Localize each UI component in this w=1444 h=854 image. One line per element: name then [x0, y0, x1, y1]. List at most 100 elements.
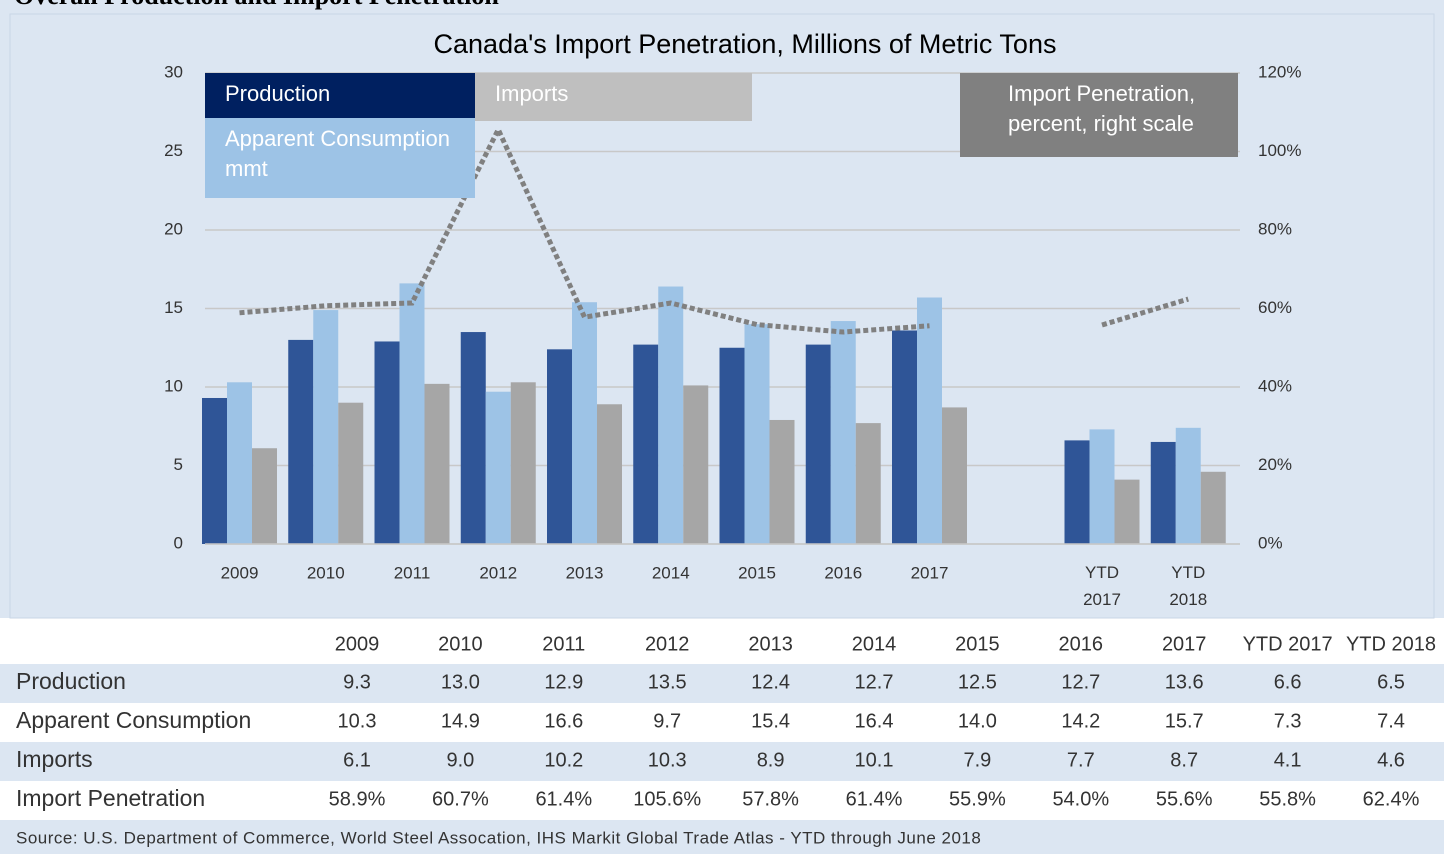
bar — [683, 385, 709, 544]
bar — [202, 397, 227, 544]
table-header: 2010 — [438, 633, 483, 655]
table-cell: 4.1 — [1274, 749, 1302, 771]
table-cell: 10.2 — [544, 749, 583, 771]
y2-tick-label: 40% — [1258, 376, 1292, 395]
bar — [1089, 429, 1115, 544]
table-cell: 6.6 — [1274, 671, 1302, 693]
table-header: 2016 — [1059, 633, 1104, 655]
table-cell: 105.6% — [633, 788, 701, 810]
bar — [1114, 479, 1140, 544]
source-note: Source: U.S. Department of Commerce, Wor… — [16, 828, 981, 847]
table-cell: 12.7 — [855, 671, 894, 693]
table-cell: 16.6 — [544, 710, 583, 732]
table-cell: 7.4 — [1377, 710, 1405, 732]
bar — [399, 283, 425, 544]
table-header: 2017 — [1162, 633, 1207, 655]
table-cell: 13.5 — [648, 671, 687, 693]
table-cell: 12.4 — [751, 671, 790, 693]
y-tick-label: 30 — [164, 62, 183, 81]
bar — [917, 297, 942, 544]
bar — [252, 448, 277, 544]
legend-entry: Imports — [475, 73, 752, 121]
table-header: 2009 — [335, 633, 380, 655]
table-cell: 13.6 — [1165, 671, 1204, 693]
x-tick-label: 2009 — [221, 563, 259, 582]
table-row-background — [0, 742, 1444, 781]
table-cell: 62.4% — [1363, 788, 1420, 810]
bar — [460, 332, 486, 544]
x-tick-label: 2016 — [824, 563, 862, 582]
y2-tick-label: 100% — [1258, 141, 1301, 160]
table-row-background — [0, 664, 1444, 703]
table-cell: 6.1 — [343, 749, 371, 771]
table-cell: 7.7 — [1067, 749, 1095, 771]
line — [239, 123, 1189, 335]
bar — [313, 310, 339, 544]
bar — [338, 402, 364, 544]
table-cell: 10.3 — [338, 710, 377, 732]
table-cell: 8.7 — [1170, 749, 1198, 771]
table-cell: 58.9% — [329, 788, 386, 810]
table-cell: 61.4% — [535, 788, 592, 810]
y2-tick-label: 0% — [1258, 533, 1283, 552]
table-cell: 12.9 — [544, 671, 583, 693]
x-tick-label: YTD 2017 — [1083, 563, 1121, 609]
bar — [892, 330, 917, 544]
bar — [744, 324, 770, 544]
table-cell: 54.0% — [1052, 788, 1109, 810]
y2-tick-label: 60% — [1258, 298, 1292, 317]
table-row-label: Import Penetration — [16, 785, 205, 811]
table-header: YTD 2018 — [1346, 633, 1436, 655]
source-background — [0, 820, 1444, 854]
x-tick-label: 2014 — [652, 563, 690, 582]
bar — [227, 382, 252, 544]
legend-entry: Production — [205, 73, 475, 118]
x-tick-label: 2015 — [738, 563, 776, 582]
table-header: 2011 — [542, 633, 585, 655]
table-cell: 55.9% — [949, 788, 1006, 810]
bar — [1175, 427, 1201, 544]
bar — [288, 339, 314, 544]
table-cell: 12.7 — [1061, 671, 1100, 693]
y2-tick-label: 20% — [1258, 455, 1292, 474]
y-tick-label: 0 — [174, 533, 183, 552]
table-cell: 7.9 — [963, 749, 991, 771]
table-cell: 10.3 — [648, 749, 687, 771]
y2-tick-label: 80% — [1258, 219, 1292, 238]
table-row-background — [0, 781, 1444, 820]
x-tick-label: 2017 — [911, 563, 949, 582]
table-row-background — [0, 626, 1444, 665]
bar — [597, 404, 622, 544]
bar — [633, 344, 659, 544]
y-tick-label: 15 — [164, 298, 183, 317]
bar — [547, 349, 572, 544]
bar — [572, 302, 597, 544]
legend-entry: Apparent Consumption mmt — [205, 118, 475, 198]
bar — [1064, 440, 1090, 544]
y-tick-label: 25 — [164, 141, 183, 160]
bar — [1150, 441, 1176, 544]
table-cell: 14.9 — [441, 710, 480, 732]
legend-entry: Import Penetration, percent, right scale — [960, 73, 1238, 157]
table-cell: 55.6% — [1156, 788, 1213, 810]
table-cell: 16.4 — [855, 710, 894, 732]
table-cell: 14.2 — [1061, 710, 1100, 732]
y-tick-label: 5 — [174, 455, 183, 474]
table-row-background — [0, 703, 1444, 742]
x-tick-label: 2013 — [566, 563, 604, 582]
x-tick-label: 2012 — [479, 563, 517, 582]
table-cell: 4.6 — [1377, 749, 1405, 771]
table-cell: 60.7% — [432, 788, 489, 810]
table-cell: 12.5 — [958, 671, 997, 693]
table-header: 2015 — [955, 633, 1000, 655]
table-cell: 57.8% — [742, 788, 799, 810]
table-cell: 7.3 — [1274, 710, 1302, 732]
table-header: 2012 — [645, 633, 690, 655]
bar — [658, 286, 684, 544]
bar — [830, 321, 856, 544]
table-cell: 9.3 — [343, 671, 371, 693]
table-header: YTD 2017 — [1243, 633, 1333, 655]
table-cell: 9.0 — [446, 749, 474, 771]
page-heading: Overall Production and Import Penetratio… — [14, 0, 499, 10]
